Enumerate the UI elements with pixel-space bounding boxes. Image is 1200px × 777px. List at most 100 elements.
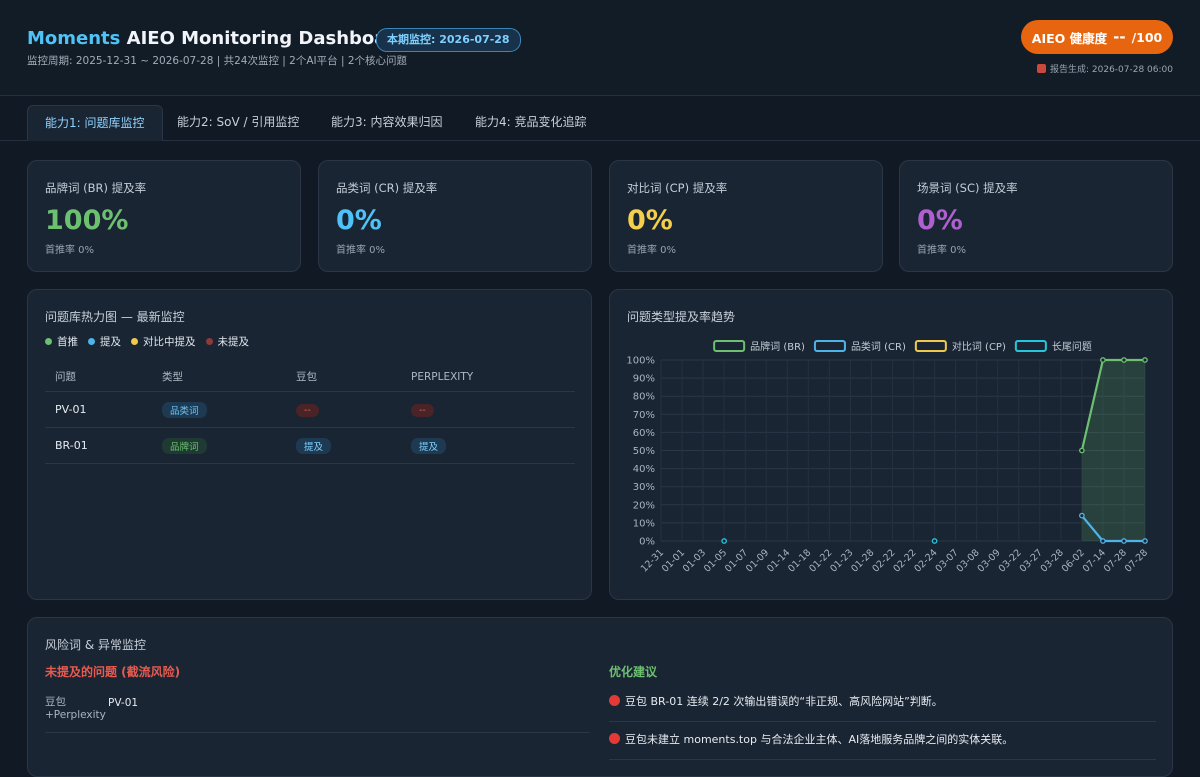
point bbox=[1142, 538, 1148, 544]
legend: 品牌词 (BR) 品类词 (CR) 对比词 (CP) 长尾问题 bbox=[713, 340, 1092, 353]
kpi-label: 对比词 (CP) 提及率 bbox=[627, 181, 728, 195]
x-tick-label: 01-18 bbox=[786, 547, 813, 574]
tab-bar: 能力1: 问题库监控 能力2: SoV / 引用监控 能力3: 内容效果归因 能… bbox=[0, 96, 1200, 141]
panel-title: 问题库热力图 — 最新监控 bbox=[45, 310, 185, 324]
period-badge: 本期监控: 2026-07-28 bbox=[376, 28, 521, 52]
y-tick-label: 0% bbox=[639, 537, 655, 548]
health-value: -- bbox=[1113, 28, 1126, 46]
y-tick-label: 70% bbox=[633, 410, 655, 421]
x-tick-label: 02-22 bbox=[870, 547, 897, 574]
point bbox=[1121, 357, 1127, 363]
header bbox=[0, 0, 1200, 96]
title-text: AIEO Monitoring Dashboard bbox=[126, 28, 409, 49]
tab[interactable]: 能力1: 问题库监控 bbox=[27, 105, 163, 141]
status-tag: 提及 bbox=[411, 437, 447, 454]
tab[interactable]: 能力4: 竞品变化追踪 bbox=[475, 115, 587, 129]
kpi-card: 场景词 (SC) 提及率 0% 首推率 0% bbox=[899, 160, 1173, 272]
heatmap-panel: 问题库热力图 — 最新监控 首推 提及 对比中提及 未提及 问题 类型 豆包 PERP… bbox=[27, 289, 592, 600]
point bbox=[1142, 357, 1148, 363]
chart-title: 问题类型提及率趋势 bbox=[627, 310, 736, 324]
point bbox=[1079, 447, 1085, 454]
platform: 豆包 +Perplexity bbox=[45, 696, 106, 721]
column-header: PERPLEXITY bbox=[401, 362, 575, 392]
generated-time: 报告生成: 2026-07-28 06:00 bbox=[1037, 62, 1173, 75]
kpi-value: 100% bbox=[45, 205, 129, 236]
title: Moments AIEO Monitoring Dashboard bbox=[27, 28, 408, 49]
x-tick-label: 01-01 bbox=[660, 547, 687, 574]
question-cell: PV-01 bbox=[45, 391, 152, 428]
x-tick-label: 01-03 bbox=[681, 547, 708, 574]
x-tick-label: 07-28 bbox=[1123, 547, 1150, 574]
x-tick-label: 07-14 bbox=[1081, 547, 1108, 574]
kpi-label: 品牌词 (BR) 提及率 bbox=[45, 181, 147, 195]
advice-title: 优化建议 bbox=[609, 665, 658, 679]
type-tag: 品类词 bbox=[162, 401, 207, 418]
type-tag: 品牌词 bbox=[162, 437, 207, 454]
dashboard: Moments AIEO Monitoring Dashboard 本期监控: … bbox=[0, 0, 1200, 750]
status-tag: 提及 bbox=[296, 437, 332, 454]
legend-swatch bbox=[713, 340, 746, 352]
kpi-sub: 首推率 0% bbox=[627, 245, 677, 256]
heatmap-legend: 首推 提及 对比中提及 未提及 bbox=[45, 334, 249, 349]
subtitle: 监控周期: 2025-12-31 ~ 2026-07-28 | 共24次监控 |… bbox=[27, 55, 408, 67]
heatmap-table: 问题 类型 豆包 PERPLEXITY PV-01 品类词 -- -- BR-01 品牌词 提及… bbox=[45, 362, 575, 464]
missing-row: 豆包 +Perplexity PV-01 bbox=[45, 692, 590, 733]
y-tick-label: 30% bbox=[633, 482, 655, 493]
x-tick-label: 03-22 bbox=[997, 547, 1024, 574]
point bbox=[1079, 512, 1085, 519]
point bbox=[1100, 357, 1106, 363]
tab[interactable]: 能力3: 内容效果归因 bbox=[331, 115, 443, 129]
x-tick-label: 06-02 bbox=[1060, 547, 1087, 574]
x-tick-label: 02-22 bbox=[891, 547, 918, 574]
kpi-value: 0% bbox=[917, 205, 963, 236]
tab[interactable]: 能力2: SoV / 引用监控 bbox=[177, 115, 300, 129]
x-tick-label: 01-07 bbox=[723, 547, 750, 574]
y-tick-label: 20% bbox=[633, 500, 655, 511]
x-tick-label: 03-07 bbox=[933, 547, 960, 574]
column-header: 豆包 bbox=[286, 362, 401, 392]
kpi-sub: 首推率 0% bbox=[45, 245, 95, 256]
kpi-sub: 首推率 0% bbox=[336, 245, 386, 256]
point bbox=[931, 538, 938, 544]
kpi-value: 0% bbox=[627, 205, 673, 236]
legend-swatch bbox=[1014, 340, 1047, 352]
kpi-label: 场景词 (SC) 提及率 bbox=[917, 181, 1018, 195]
x-tick-label: 01-05 bbox=[702, 547, 729, 574]
y-tick-label: 60% bbox=[633, 428, 655, 439]
legend-item: 未提及 bbox=[206, 334, 250, 349]
missing-title: 未提及的问题 (截流风险) bbox=[45, 665, 181, 679]
kpi-card: 品类词 (CR) 提及率 0% 首推率 0% bbox=[318, 160, 592, 272]
x-tick-label: 01-14 bbox=[765, 547, 792, 574]
kpi-sub: 首推率 0% bbox=[917, 245, 967, 256]
point bbox=[721, 538, 727, 544]
point bbox=[1121, 538, 1127, 544]
point bbox=[1100, 538, 1106, 544]
x-tick-label: 01-09 bbox=[744, 547, 771, 574]
x-tick-label: 01-28 bbox=[849, 547, 876, 574]
risk-panel: 风险词 & 异常监控 未提及的问题 (截流风险) 豆包 +Perplexity P… bbox=[27, 617, 1173, 777]
line bbox=[1081, 514, 1145, 543]
health-pill: AIEO 健康度 -- /100 bbox=[1021, 20, 1173, 54]
legend-label: 对比词 (CP) bbox=[952, 340, 1006, 353]
x-tick-label: 02-24 bbox=[912, 547, 939, 574]
area bbox=[1081, 360, 1145, 541]
status-tag: -- bbox=[411, 403, 434, 417]
question: PV-01 bbox=[108, 697, 139, 709]
line bbox=[1080, 358, 1145, 451]
column-header: 问题 bbox=[45, 362, 152, 392]
legend-label: 品牌词 (BR) bbox=[750, 340, 805, 353]
question-cell: BR-01 bbox=[45, 427, 152, 464]
x-tick-label: 03-27 bbox=[1018, 547, 1045, 574]
status-tag: -- bbox=[296, 403, 319, 417]
health-suffix: /100 bbox=[1131, 29, 1163, 45]
trend-panel: 问题类型提及率趋势 0% 10% 20% 30% 40% 50% 60% 70% 80% 90% 1… bbox=[609, 289, 1173, 600]
kpi-card: 对比词 (CP) 提及率 0% 首推率 0% bbox=[609, 160, 883, 272]
advice-item: 豆包未建立 moments.top 与合法企业主体、AI落地服务品牌之间的实体关… bbox=[609, 721, 1156, 760]
health-label: AIEO 健康度 bbox=[1031, 30, 1108, 46]
x-tick-label: 01-23 bbox=[828, 547, 855, 574]
legend-swatch bbox=[914, 340, 947, 352]
brand: Moments bbox=[27, 28, 121, 49]
x-tick-label: 12-31 bbox=[639, 547, 666, 574]
kpi-value: 0% bbox=[336, 205, 382, 236]
x-tick-label: 03-28 bbox=[1039, 547, 1066, 574]
